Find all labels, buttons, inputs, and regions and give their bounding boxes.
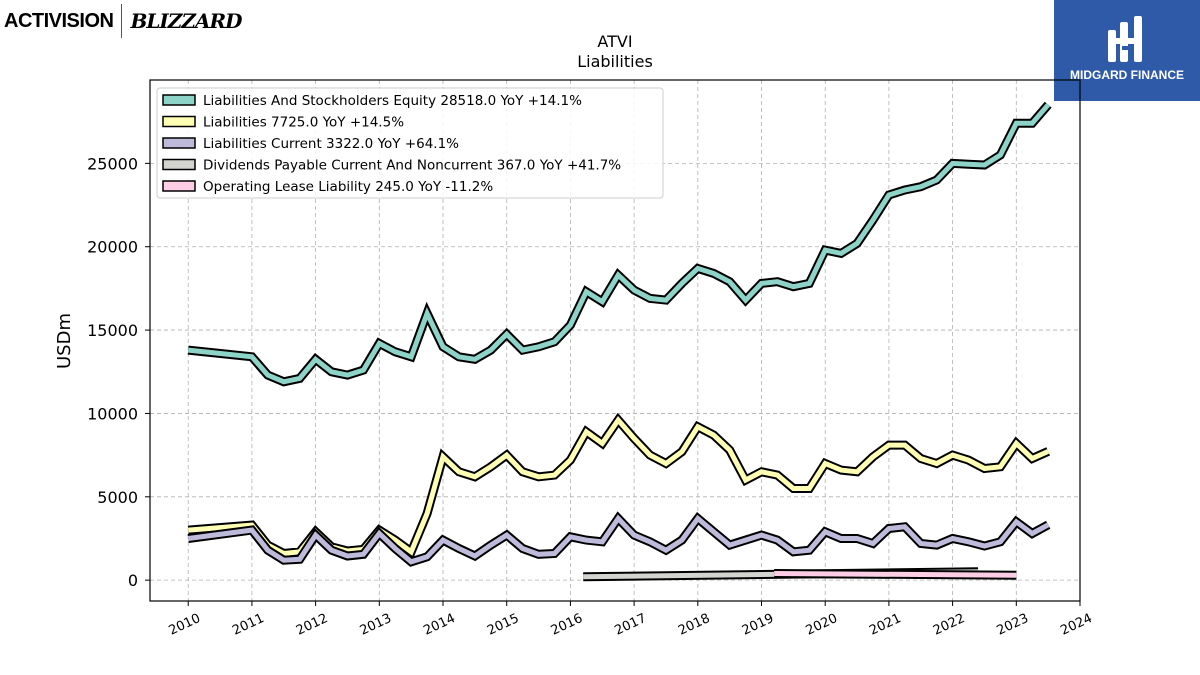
y-axis-label: USDm bbox=[54, 313, 75, 369]
blizzard-wordmark: BLIZZARD bbox=[130, 9, 242, 33]
series-liabilities-current bbox=[187, 511, 1051, 567]
midgard-finance-logo: MIDGARD FINANCE bbox=[1054, 0, 1200, 101]
legend-entry: Liabilities Current 3322.0 YoY +64.1% bbox=[203, 136, 459, 152]
chart-subtitle: Liabilities bbox=[577, 52, 653, 71]
legend-entry: Liabilities 7725.0 YoY +14.5% bbox=[203, 115, 404, 131]
legend-entry: Dividends Payable Current And Noncurrent… bbox=[203, 158, 621, 174]
legend-entry: Liabilities And Stockholders Equity 2851… bbox=[203, 93, 582, 109]
plot-frame bbox=[149, 79, 1081, 602]
x-tick-label: 2023 bbox=[995, 611, 1031, 639]
x-tick-label: 2013 bbox=[358, 611, 394, 639]
legend-swatch bbox=[162, 115, 196, 128]
x-tick-label: 2018 bbox=[676, 611, 712, 639]
x-tick-label: 2024 bbox=[1058, 611, 1094, 639]
x-tick-label: 2010 bbox=[167, 611, 203, 639]
legend-box bbox=[156, 87, 664, 199]
legend-swatch bbox=[162, 94, 196, 106]
y-tick-label: 25000 bbox=[87, 154, 138, 173]
x-tick-label: 2015 bbox=[485, 611, 521, 639]
x-tick-label: 2016 bbox=[549, 611, 585, 639]
x-tick-label: 2012 bbox=[294, 611, 330, 639]
series-line bbox=[187, 103, 1051, 385]
legend-swatch bbox=[162, 158, 196, 171]
axes: 2010 2011 2012 2013 2014 2015 2016 2017 2018 2019… bbox=[87, 154, 1095, 638]
legend-entry: Operating Lease Liability 245.0 YoY -11.… bbox=[203, 179, 493, 195]
y-tick-label: 5000 bbox=[97, 488, 138, 507]
chart-title: ATVI bbox=[597, 32, 632, 51]
x-tick-label: 2021 bbox=[867, 611, 903, 639]
y-tick-label: 0 bbox=[128, 571, 138, 590]
activision-blizzard-logo: ACTIVISION BLIZZARD bbox=[4, 4, 242, 38]
x-tick-label: 2020 bbox=[804, 611, 840, 639]
y-tick-label: 10000 bbox=[87, 404, 138, 423]
series-layer bbox=[187, 101, 1052, 582]
logo-divider bbox=[121, 4, 123, 38]
series-liabilities-and-stockholders-equity bbox=[187, 101, 1052, 387]
x-tick-label: 2014 bbox=[421, 611, 457, 639]
series-line bbox=[774, 571, 1017, 578]
x-tick-label: 2019 bbox=[740, 611, 776, 639]
legend-swatch bbox=[162, 180, 196, 192]
series-line bbox=[187, 514, 1050, 565]
x-tick-label: 2017 bbox=[612, 611, 648, 639]
midgard-mark-icon bbox=[1108, 16, 1142, 62]
legend-swatch bbox=[162, 137, 196, 149]
x-tick-label: 2011 bbox=[230, 611, 266, 639]
y-tick-label: 15000 bbox=[87, 321, 138, 340]
legend: Liabilities And Stockholders Equity 2851… bbox=[156, 87, 664, 199]
activision-wordmark: ACTIVISION bbox=[4, 9, 114, 32]
y-tick-label: 20000 bbox=[87, 238, 138, 257]
midgard-brand-name: MIDGARD FINANCE bbox=[1070, 68, 1184, 82]
x-tick-label: 2022 bbox=[931, 611, 967, 639]
series-operating-lease-liability bbox=[774, 569, 1017, 580]
